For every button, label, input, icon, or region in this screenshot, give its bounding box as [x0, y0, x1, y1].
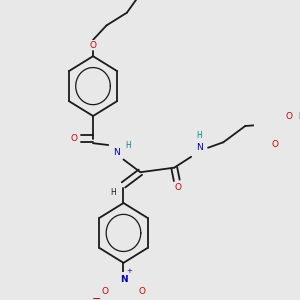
Text: O: O [139, 287, 145, 296]
Text: H: H [197, 130, 203, 140]
Text: H: H [110, 188, 116, 196]
Text: O: O [71, 134, 78, 143]
Text: O: O [272, 140, 278, 148]
Text: O: O [89, 41, 97, 50]
Text: N: N [113, 148, 120, 157]
Text: N: N [196, 143, 203, 152]
Text: O: O [175, 183, 182, 192]
Text: −: − [92, 294, 101, 300]
Text: N: N [120, 275, 127, 284]
Text: O: O [286, 112, 293, 122]
Text: O: O [101, 287, 108, 296]
Text: +: + [127, 268, 132, 274]
Text: H: H [126, 140, 131, 149]
Text: H: H [298, 112, 300, 122]
